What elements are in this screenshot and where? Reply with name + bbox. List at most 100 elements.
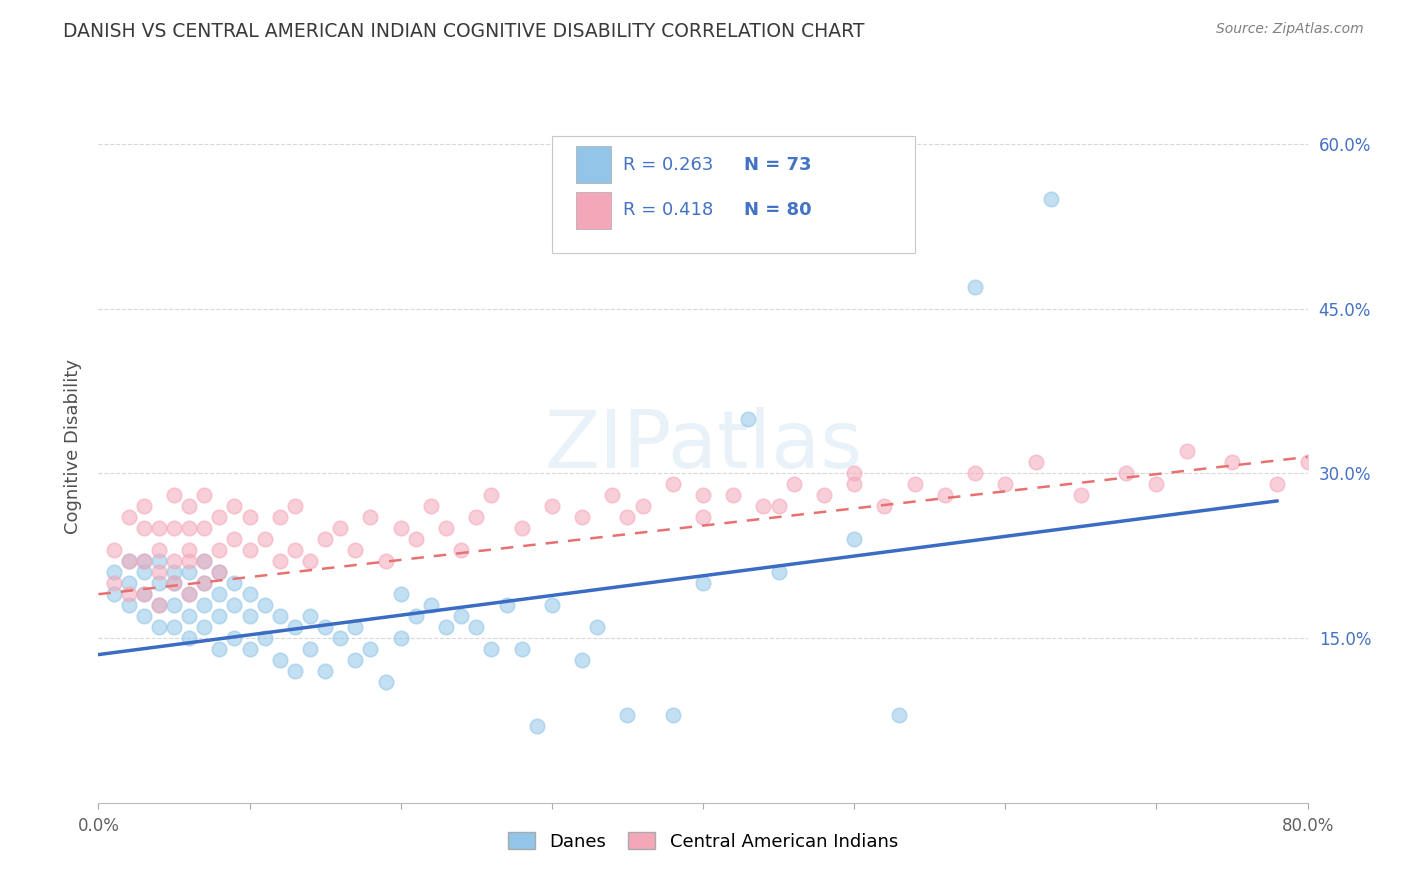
Point: [661, 708, 683, 723]
Point: [269, 554, 291, 568]
Point: [224, 576, 246, 591]
Point: [253, 631, 276, 645]
Point: [602, 488, 624, 502]
Point: [434, 620, 457, 634]
Point: [148, 554, 170, 568]
Point: [1115, 467, 1137, 481]
Point: [934, 488, 956, 502]
Point: [1296, 455, 1319, 469]
Point: [193, 554, 215, 568]
Text: R = 0.418: R = 0.418: [623, 202, 713, 219]
Point: [132, 500, 155, 514]
Point: [360, 642, 382, 657]
Point: [344, 543, 367, 558]
Point: [389, 521, 412, 535]
Point: [208, 609, 231, 624]
Point: [163, 488, 186, 502]
Point: [571, 510, 593, 524]
FancyBboxPatch shape: [576, 192, 612, 229]
Point: [314, 620, 336, 634]
Point: [405, 609, 427, 624]
Point: [389, 631, 412, 645]
Point: [193, 554, 215, 568]
Point: [768, 566, 790, 580]
Text: N = 73: N = 73: [744, 156, 811, 174]
Point: [420, 500, 443, 514]
Point: [208, 510, 231, 524]
Point: [239, 609, 262, 624]
Point: [768, 500, 790, 514]
Point: [118, 554, 141, 568]
Point: [163, 598, 186, 612]
Point: [450, 543, 472, 558]
Point: [844, 533, 866, 547]
Point: [1267, 477, 1289, 491]
Point: [163, 521, 186, 535]
Point: [374, 675, 396, 690]
Point: [1024, 455, 1046, 469]
Y-axis label: Cognitive Disability: Cognitive Disability: [63, 359, 82, 533]
Point: [420, 598, 443, 612]
Point: [692, 488, 714, 502]
Point: [148, 598, 170, 612]
Point: [284, 664, 307, 678]
Point: [616, 708, 638, 723]
Point: [193, 576, 215, 591]
Point: [208, 566, 231, 580]
Point: [723, 488, 745, 502]
Point: [132, 609, 155, 624]
Point: [148, 598, 170, 612]
Point: [389, 587, 412, 601]
Point: [193, 620, 215, 634]
Point: [224, 598, 246, 612]
Point: [1144, 477, 1167, 491]
Point: [616, 510, 638, 524]
Text: N = 80: N = 80: [744, 202, 811, 219]
Point: [132, 566, 155, 580]
Point: [239, 543, 262, 558]
Point: [103, 587, 125, 601]
Point: [631, 500, 654, 514]
Point: [284, 500, 307, 514]
Point: [269, 609, 291, 624]
Point: [540, 598, 562, 612]
Point: [179, 521, 201, 535]
Point: [571, 653, 593, 667]
Point: [737, 411, 759, 425]
Point: [148, 521, 170, 535]
Point: [179, 587, 201, 601]
Point: [163, 576, 186, 591]
Point: [179, 543, 201, 558]
Point: [360, 510, 382, 524]
Point: [510, 642, 533, 657]
Point: [813, 488, 835, 502]
Point: [179, 609, 201, 624]
Point: [163, 554, 186, 568]
Point: [344, 653, 367, 667]
Point: [344, 620, 367, 634]
Point: [224, 533, 246, 547]
Point: [540, 500, 562, 514]
Point: [103, 543, 125, 558]
Point: [692, 510, 714, 524]
Point: [239, 510, 262, 524]
Point: [253, 533, 276, 547]
Point: [224, 500, 246, 514]
Text: DANISH VS CENTRAL AMERICAN INDIAN COGNITIVE DISABILITY CORRELATION CHART: DANISH VS CENTRAL AMERICAN INDIAN COGNIT…: [63, 22, 865, 41]
Point: [179, 587, 201, 601]
Point: [904, 477, 927, 491]
Point: [193, 488, 215, 502]
Point: [465, 620, 488, 634]
Point: [253, 598, 276, 612]
Point: [224, 631, 246, 645]
Point: [193, 521, 215, 535]
Point: [132, 587, 155, 601]
Point: [1220, 455, 1243, 469]
Point: [329, 521, 352, 535]
Point: [208, 587, 231, 601]
Text: R = 0.263: R = 0.263: [623, 156, 714, 174]
Point: [132, 554, 155, 568]
Point: [148, 543, 170, 558]
Point: [208, 642, 231, 657]
Point: [148, 566, 170, 580]
